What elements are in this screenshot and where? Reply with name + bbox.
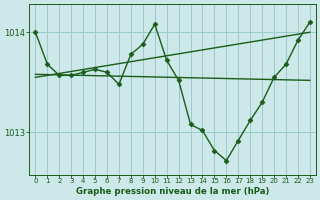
X-axis label: Graphe pression niveau de la mer (hPa): Graphe pression niveau de la mer (hPa) [76,187,269,196]
